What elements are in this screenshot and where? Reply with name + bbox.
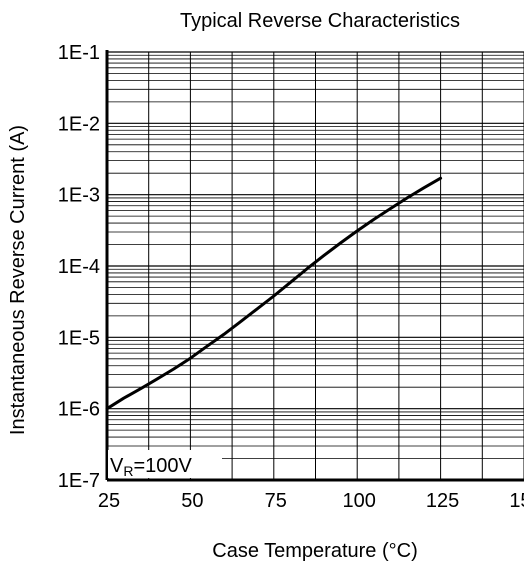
x-tick-label: 25 [98,490,120,512]
annotation-background [108,450,222,478]
x-tick-label: 125 [426,490,459,512]
x-tick-label: 50 [181,490,203,512]
y-axis-label: Instantaneous Reverse Current (A) [7,125,29,435]
x-axis-label: Case Temperature (°C) [212,540,417,562]
x-tick-label: 75 [265,490,287,512]
annotation-vr: VR=100V [110,455,193,479]
y-tick-label: 1E-1 [58,42,100,64]
x-tick-labels: 25 50 75 100 125 150 [98,490,524,512]
series-group [105,176,443,411]
y-tick-label: 1E-4 [58,256,100,278]
y-tick-label: 1E-6 [58,399,100,421]
y-tick-label: 1E-3 [58,185,100,207]
chart-title: Typical Reverse Characteristics [180,10,460,32]
x-tick-label: 150 [509,490,524,512]
x-tick-label: 100 [343,490,376,512]
grid [107,51,524,481]
y-tick-label: 1E-7 [58,470,100,492]
y-tick-label: 1E-5 [58,327,100,349]
y-tick-label: 1E-2 [58,113,100,135]
y-tick-labels: 1E-7 1E-6 1E-5 1E-4 1E-3 1E-2 1E-1 [58,42,100,492]
series-line [105,176,443,411]
